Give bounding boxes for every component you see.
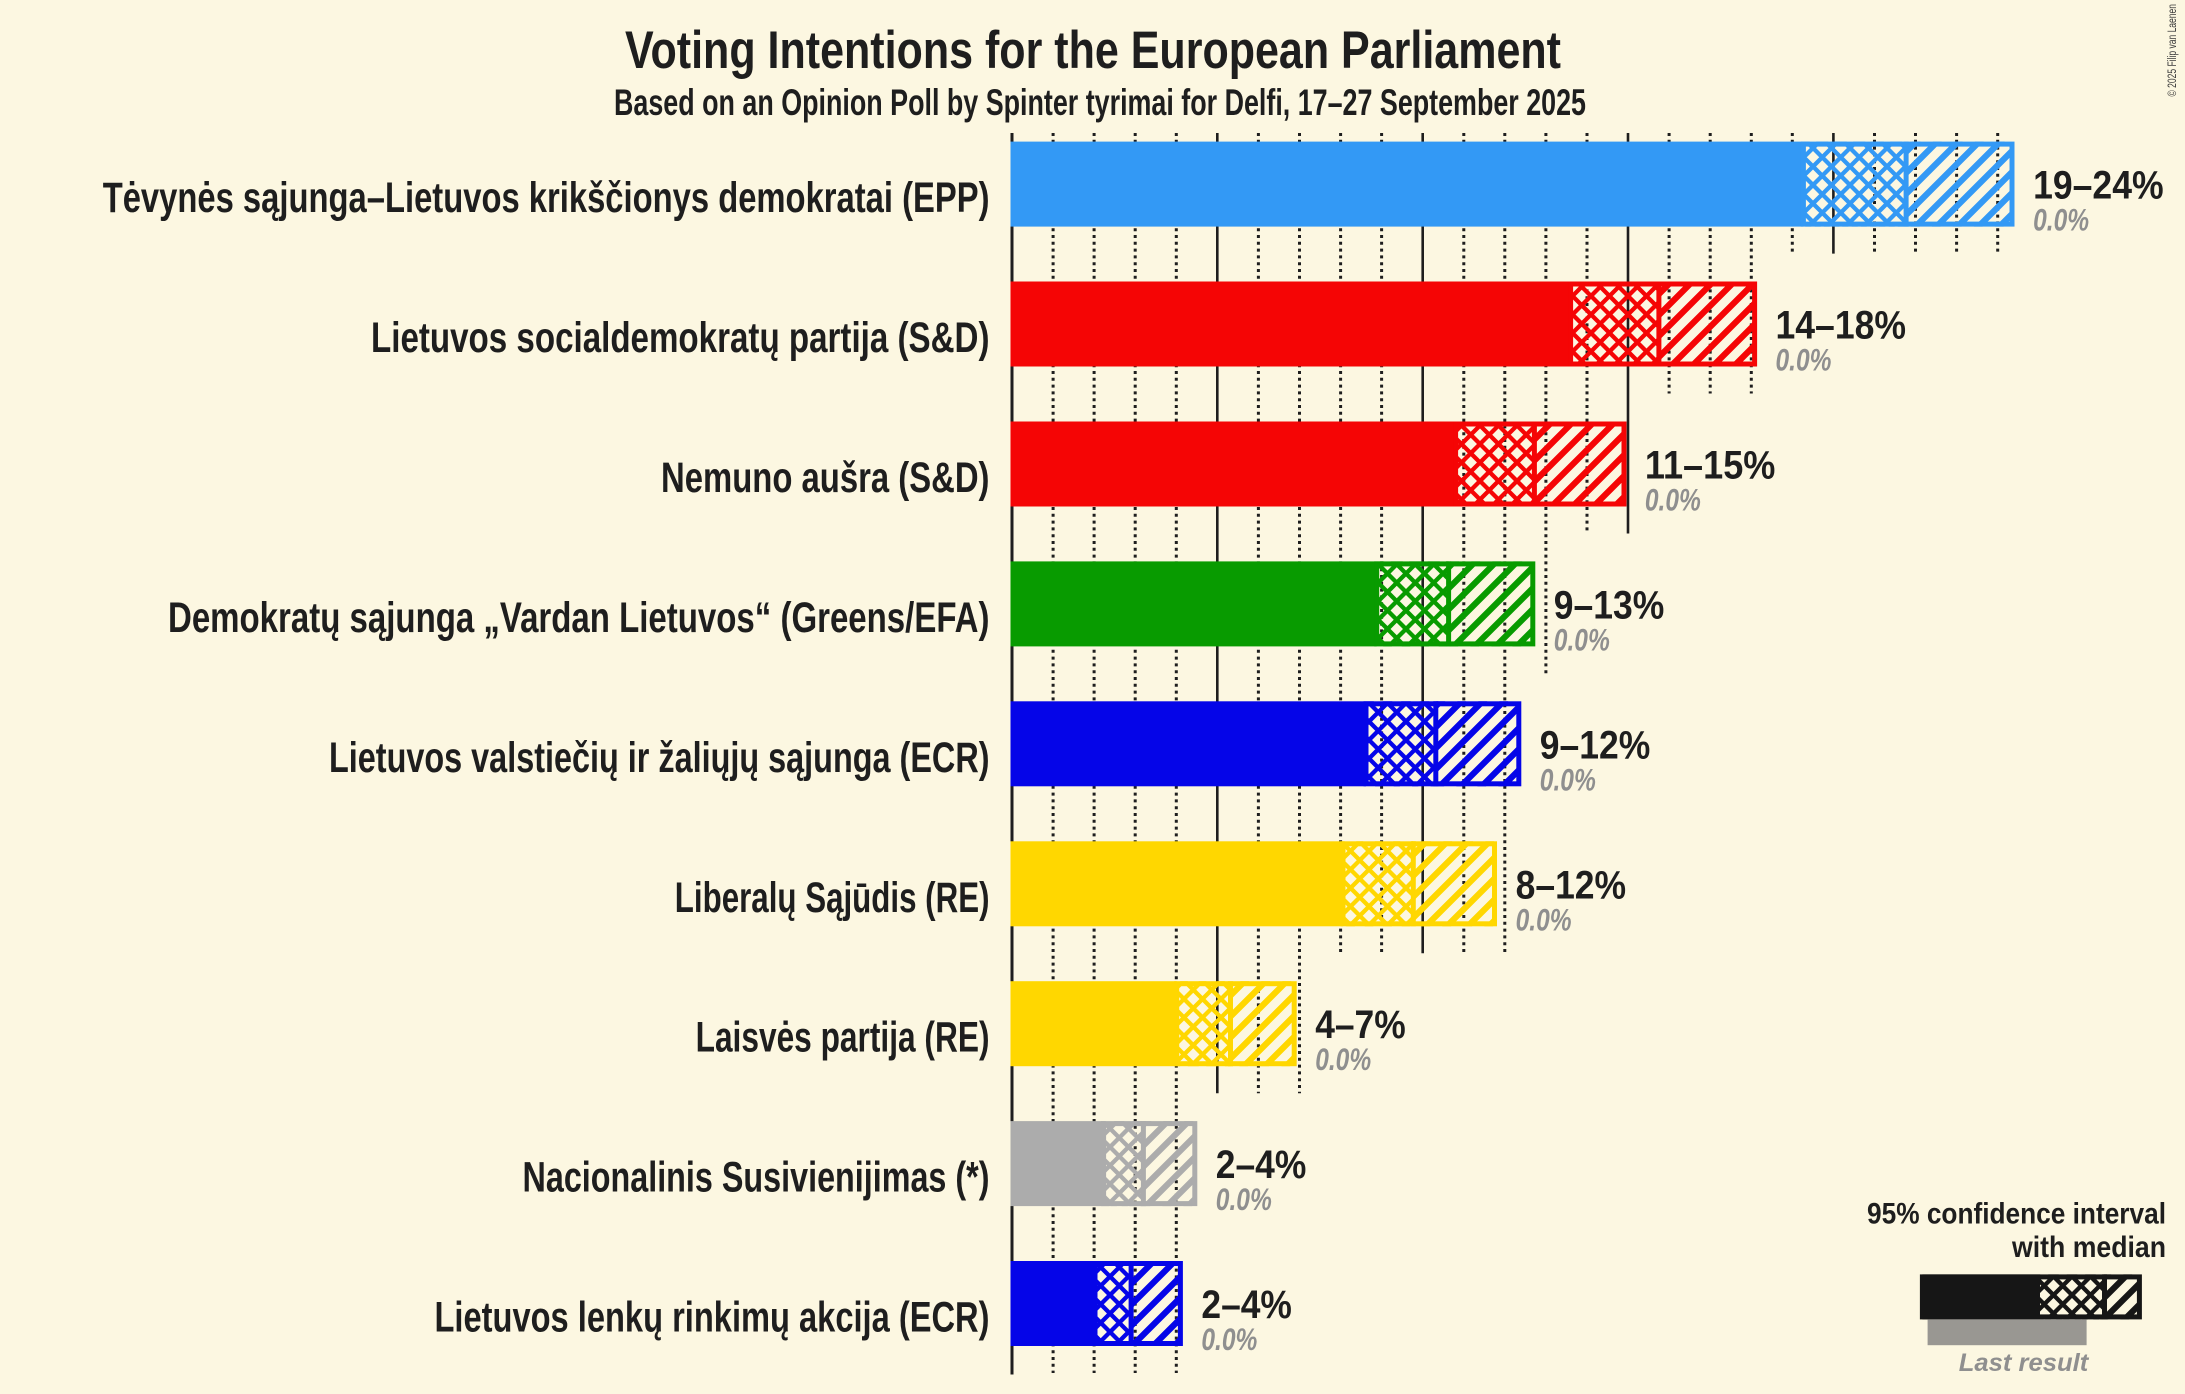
svg-text:Lietuvos socialdemokratų parti: Lietuvos socialdemokratų partija (S&D): [371, 314, 990, 362]
svg-text:0.0%: 0.0%: [1540, 761, 1596, 797]
svg-text:Nacionalinis Susivienijimas (*: Nacionalinis Susivienijimas (*): [523, 1154, 990, 1202]
svg-text:Lietuvos valstiečių ir žaliųjų: Lietuvos valstiečių ir žaliųjų sąjunga (…: [329, 734, 990, 782]
svg-text:© 2025 Filip van Laenen: © 2025 Filip van Laenen: [2167, 4, 2179, 97]
svg-text:0.0%: 0.0%: [2033, 202, 2089, 238]
svg-text:0.0%: 0.0%: [1516, 901, 1572, 937]
svg-text:8–12%: 8–12%: [1516, 863, 1627, 907]
svg-text:0.0%: 0.0%: [1554, 621, 1610, 657]
svg-text:0.0%: 0.0%: [1315, 1041, 1371, 1077]
svg-text:Lietuvos lenkų rinkimų akcija: Lietuvos lenkų rinkimų akcija (ECR): [435, 1294, 990, 1342]
svg-text:Demokratų sąjunga „Vardan Liet: Demokratų sąjunga „Vardan Lietuvos“ (Gre…: [168, 594, 990, 642]
svg-text:9–13%: 9–13%: [1554, 583, 1665, 627]
svg-text:Nemuno aušra (S&D): Nemuno aušra (S&D): [661, 454, 990, 502]
svg-text:0.0%: 0.0%: [1645, 482, 1701, 518]
svg-text:11–15%: 11–15%: [1645, 444, 1776, 488]
svg-text:Based on an Opinion Poll by Sp: Based on an Opinion Poll by Spinter tyri…: [614, 82, 1586, 123]
svg-text:0.0%: 0.0%: [1201, 1321, 1257, 1357]
svg-text:95% confidence interval: 95% confidence interval: [1867, 1198, 2166, 1231]
svg-text:2–4%: 2–4%: [1216, 1143, 1307, 1187]
svg-text:9–12%: 9–12%: [1540, 723, 1651, 767]
svg-text:Last result: Last result: [1959, 1349, 2090, 1377]
svg-text:Liberalų Sąjūdis (RE): Liberalų Sąjūdis (RE): [675, 874, 990, 922]
svg-text:Tėvynės sąjunga–Lietuvos krikš: Tėvynės sąjunga–Lietuvos krikščionys dem…: [103, 174, 990, 222]
svg-text:4–7%: 4–7%: [1315, 1003, 1406, 1047]
svg-text:0.0%: 0.0%: [1216, 1181, 1272, 1217]
svg-text:with median: with median: [2011, 1231, 2166, 1264]
svg-text:Voting Intentions for the Euro: Voting Intentions for the European Parli…: [625, 21, 1561, 80]
svg-text:2–4%: 2–4%: [1201, 1283, 1292, 1327]
svg-text:0.0%: 0.0%: [1776, 342, 1832, 378]
svg-text:19–24%: 19–24%: [2033, 164, 2164, 208]
svg-text:Laisvės partija (RE): Laisvės partija (RE): [696, 1014, 990, 1062]
svg-text:14–18%: 14–18%: [1776, 304, 1907, 348]
